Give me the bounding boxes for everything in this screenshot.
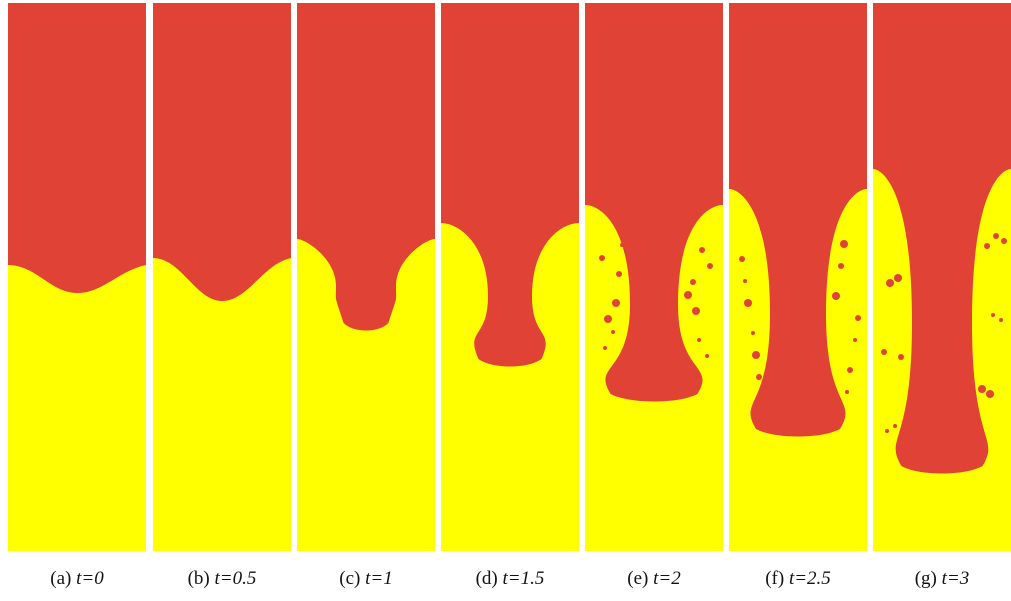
panel-time: t=1.5 [503,568,545,589]
panel-letter: (d) [476,568,498,589]
speck [984,243,990,249]
panel [873,3,1011,551]
panel-letter: (a) [50,568,71,589]
speck [684,291,692,299]
panel-time: t=0.5 [215,568,257,589]
speck [855,315,861,321]
speck [751,331,755,335]
speck [692,307,700,315]
speck [599,255,605,261]
speck [707,263,713,269]
speck [993,233,999,239]
panel [729,3,867,551]
panel-time: t=1 [365,568,393,589]
speck [604,315,612,323]
speck [705,354,709,358]
panel-letter: (c) [339,568,360,589]
panel [8,3,146,551]
speck [847,367,853,373]
speck [978,385,986,393]
speck [840,240,848,248]
panel [441,3,579,551]
speck [886,279,894,287]
panel [297,3,435,551]
speck [760,227,764,231]
speck [612,299,620,307]
figure: (a) t=0(b) t=0.5(c) t=1(d) t=1.5(e) t=2(… [0,0,1011,601]
speck [893,424,897,428]
speck [603,346,607,350]
panel-label: (e) t=2 [627,568,681,589]
speck [885,429,889,433]
panel-label: (a) t=0 [50,568,104,589]
speck [752,351,760,359]
panel-label: (d) t=1.5 [476,568,545,589]
speck [739,256,745,262]
panel [585,3,723,551]
panel-time: t=0 [76,568,104,589]
speck [743,279,747,283]
panel-label: (f) t=2.5 [765,568,831,589]
speck [845,390,849,394]
panel-time: t=2.5 [789,568,831,589]
panel-label: (g) t=3 [915,568,970,589]
speck [881,349,887,355]
panel-time: t=2 [653,568,681,589]
speck [898,354,904,360]
speck [1001,238,1007,244]
speck [620,243,624,247]
panel-time: t=3 [942,568,970,589]
speck [832,292,840,300]
speck [902,207,906,211]
speck [838,263,844,269]
panel-label: (c) t=1 [339,568,392,589]
panel [153,3,291,551]
speck [616,271,622,277]
speck [744,299,752,307]
speck [690,279,696,285]
speck [611,330,615,334]
speck [991,313,995,317]
speck [697,338,701,342]
light-fluid [153,3,291,301]
speck [853,338,857,342]
speck [894,274,902,282]
panel-letter: (b) [188,568,210,589]
speck [986,390,994,398]
panel-label: (b) t=0.5 [188,568,257,589]
speck [756,374,762,380]
speck [999,318,1003,322]
light-fluid [8,3,146,293]
panel-letter: (g) [915,568,937,589]
speck [699,247,705,253]
panel-letter: (f) [765,568,784,589]
panel-letter: (e) [627,568,648,589]
